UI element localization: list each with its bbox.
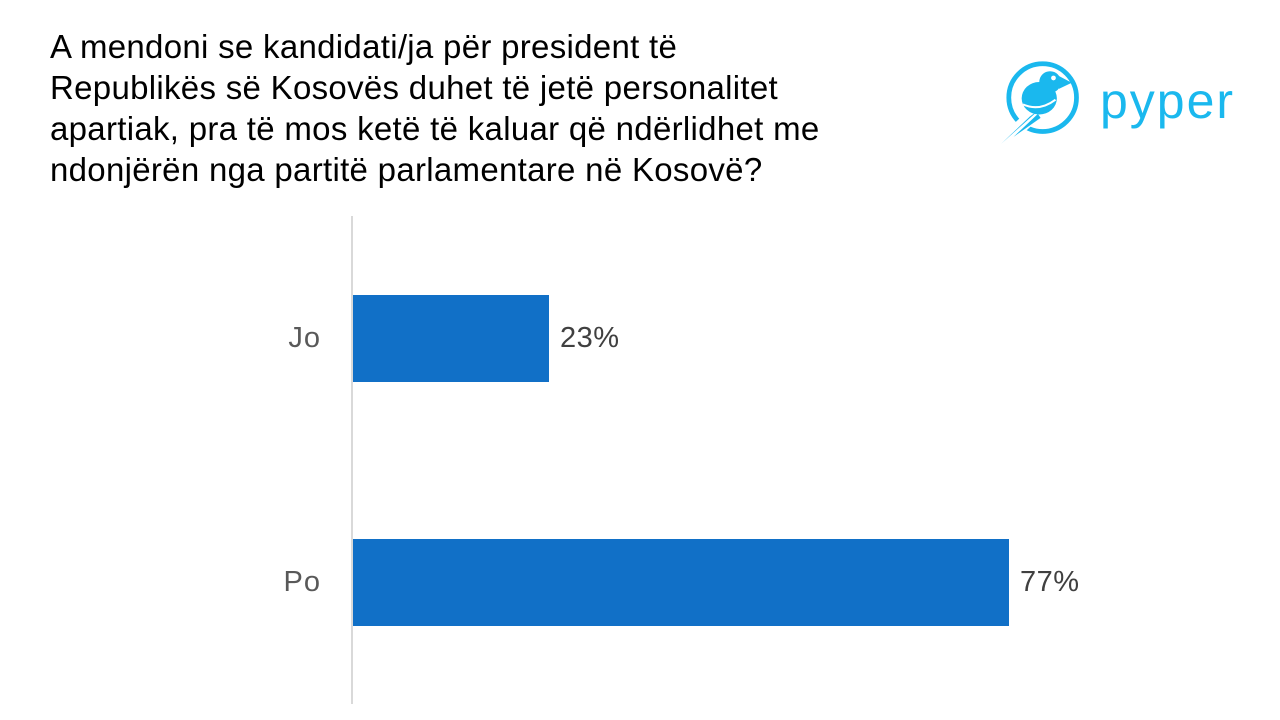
- question-title: A mendoni se kandidati/ja për president …: [50, 26, 1000, 190]
- pyper-logo: pyper: [1000, 57, 1235, 145]
- pyper-bird-icon: [1000, 61, 1079, 145]
- bar-row: Po 77%: [284, 460, 1221, 704]
- question-title-line: Republikës së Kosovës duhet të jetë pers…: [50, 69, 779, 106]
- question-title-line: apartiak, pra të mos ketë të kaluar që n…: [50, 110, 820, 147]
- category-label: Po: [283, 565, 321, 598]
- pyper-logo-text: pyper: [1100, 73, 1236, 129]
- bar-chart: Jo 23% Po 77%: [284, 216, 1221, 704]
- question-title-line: ndonjërën nga partitë parlamentare në Ko…: [50, 151, 763, 188]
- category-label: Jo: [288, 321, 321, 354]
- bar-row: Jo 23%: [288, 216, 1221, 460]
- value-label: 23%: [560, 321, 620, 354]
- question-title-line: A mendoni se kandidati/ja për president …: [50, 28, 678, 65]
- value-label: 77%: [1020, 565, 1080, 598]
- bar: [353, 294, 549, 382]
- bar: [353, 538, 1009, 626]
